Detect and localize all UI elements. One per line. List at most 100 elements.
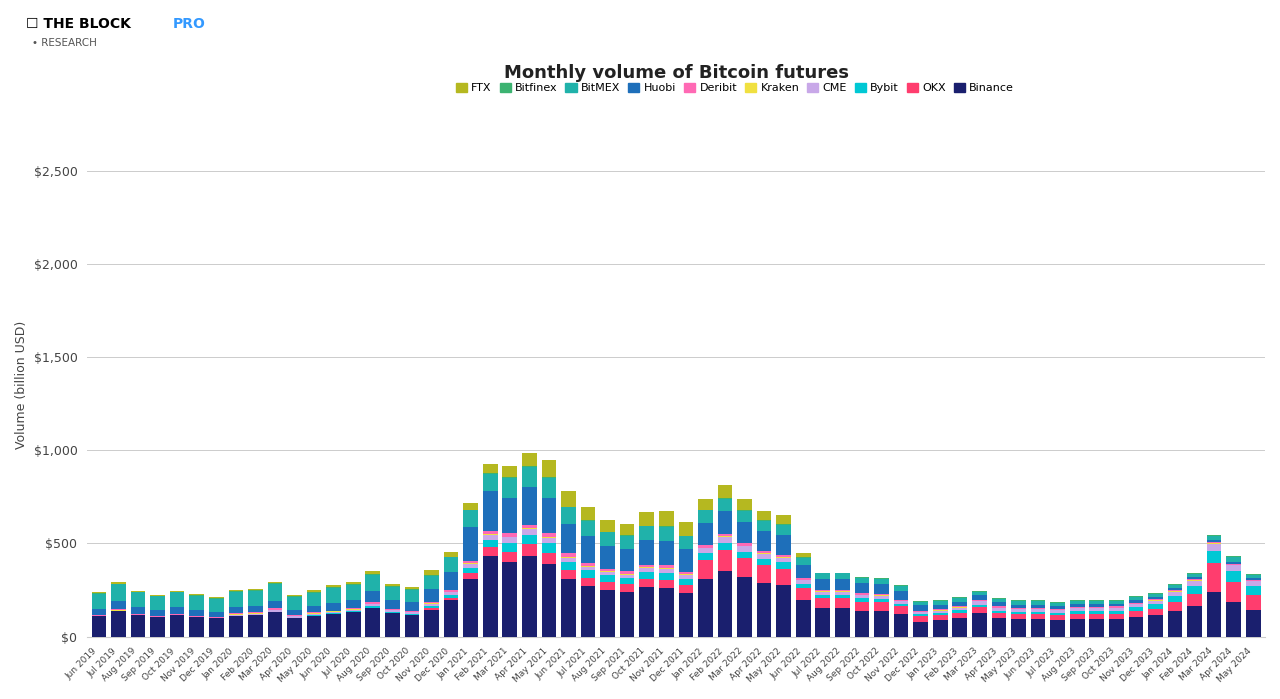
Bar xyxy=(1207,563,1221,592)
Bar xyxy=(855,598,869,602)
Bar xyxy=(248,590,262,591)
Bar xyxy=(1245,574,1261,575)
Bar xyxy=(561,524,576,554)
Bar xyxy=(1226,562,1242,564)
Bar xyxy=(718,498,732,499)
Bar xyxy=(463,561,477,563)
Bar xyxy=(522,467,536,487)
Bar xyxy=(170,592,184,593)
Bar xyxy=(1167,602,1183,610)
Bar xyxy=(522,453,536,466)
Bar xyxy=(1188,574,1202,577)
Bar xyxy=(777,555,791,557)
Bar xyxy=(209,612,224,617)
Bar xyxy=(287,618,302,637)
Bar xyxy=(424,575,439,589)
Bar xyxy=(503,537,517,538)
Bar xyxy=(483,473,498,474)
Bar xyxy=(1030,600,1046,601)
Bar xyxy=(1108,619,1124,637)
Bar xyxy=(1129,617,1143,637)
Bar xyxy=(698,548,713,553)
Bar xyxy=(1148,609,1162,615)
Bar xyxy=(796,588,810,600)
Bar xyxy=(952,606,968,607)
Bar xyxy=(307,616,321,637)
Bar xyxy=(640,526,654,540)
Bar xyxy=(874,596,888,598)
Bar xyxy=(366,574,380,575)
Bar xyxy=(1167,596,1183,602)
Bar xyxy=(718,542,732,550)
Bar xyxy=(893,604,909,607)
Bar xyxy=(307,615,321,616)
Bar xyxy=(92,609,106,615)
Bar xyxy=(1129,600,1143,603)
Bar xyxy=(522,556,536,637)
Bar xyxy=(777,525,791,535)
Bar xyxy=(600,572,614,575)
Bar xyxy=(1148,599,1162,600)
Bar xyxy=(1051,620,1065,637)
Bar xyxy=(131,592,146,593)
Bar xyxy=(1070,604,1084,607)
Bar xyxy=(835,590,850,591)
Bar xyxy=(248,612,262,613)
Bar xyxy=(914,601,928,602)
Bar xyxy=(111,584,125,601)
Bar xyxy=(268,609,283,610)
Bar xyxy=(600,590,614,637)
Bar xyxy=(718,550,732,571)
Bar xyxy=(189,596,204,610)
Bar xyxy=(874,598,888,602)
Bar xyxy=(1051,615,1065,620)
Bar xyxy=(503,552,517,562)
Bar xyxy=(678,585,694,593)
Bar xyxy=(855,583,869,593)
Bar xyxy=(326,603,340,610)
Bar xyxy=(855,578,869,583)
Bar xyxy=(952,602,968,606)
Bar xyxy=(1167,590,1183,591)
Bar xyxy=(698,560,713,579)
Bar xyxy=(1108,600,1124,601)
Bar xyxy=(914,616,928,621)
Bar xyxy=(756,511,772,520)
Bar xyxy=(972,592,987,596)
Bar xyxy=(385,610,399,612)
Bar xyxy=(1188,573,1202,574)
Bar xyxy=(229,591,243,592)
Bar xyxy=(287,615,302,616)
Bar xyxy=(972,601,987,605)
Bar xyxy=(640,572,654,579)
Bar xyxy=(1089,608,1105,611)
Bar xyxy=(209,597,224,598)
Bar xyxy=(503,477,517,478)
Bar xyxy=(366,603,380,604)
Bar xyxy=(404,587,420,589)
Bar xyxy=(561,507,576,524)
Bar xyxy=(756,553,772,554)
Bar xyxy=(92,592,106,593)
Bar xyxy=(189,616,204,617)
Bar xyxy=(1051,610,1065,613)
Bar xyxy=(287,595,302,596)
Bar xyxy=(503,533,517,537)
Bar xyxy=(815,607,831,637)
Bar xyxy=(561,562,576,570)
Bar xyxy=(737,499,751,510)
Bar xyxy=(659,579,673,588)
Bar xyxy=(1030,601,1046,605)
Bar xyxy=(444,598,458,600)
Bar xyxy=(170,615,184,637)
Bar xyxy=(600,571,614,572)
Bar xyxy=(1070,600,1084,604)
Bar xyxy=(268,583,283,584)
Bar xyxy=(1030,610,1046,612)
Bar xyxy=(1089,601,1105,605)
Bar xyxy=(659,541,673,565)
Bar xyxy=(366,591,380,603)
Bar xyxy=(444,552,458,556)
Bar xyxy=(1226,582,1242,602)
Bar xyxy=(541,537,557,538)
